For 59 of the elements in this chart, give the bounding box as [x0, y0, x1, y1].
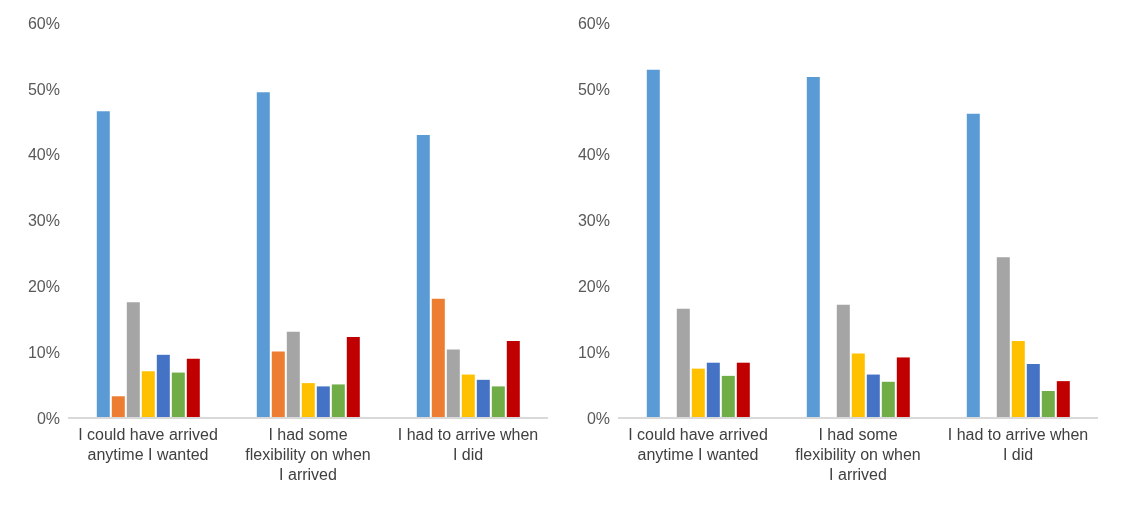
x-tick-label: I could have arrived anytime I wanted: [78, 426, 218, 463]
bar: [331, 384, 345, 418]
bar: [706, 362, 720, 418]
y-tick-label: 10%: [577, 343, 610, 361]
bar: [346, 337, 360, 418]
bar: [1056, 381, 1070, 418]
bar: [416, 134, 430, 418]
bar: [461, 374, 475, 418]
bar: [646, 69, 660, 418]
bar: [996, 257, 1010, 418]
bar: [1011, 340, 1025, 418]
bar: [96, 111, 110, 418]
bar: [141, 371, 155, 418]
bar: [476, 379, 490, 418]
bar: [1026, 364, 1040, 418]
x-tick-label: I had some flexibility on when I arrived: [795, 426, 921, 483]
bar: [966, 113, 980, 418]
bar: [836, 304, 850, 418]
y-tick-label: 0%: [586, 409, 610, 427]
bar: [171, 372, 185, 418]
bar: [851, 353, 865, 418]
y-tick-label: 20%: [577, 278, 610, 296]
bar: [806, 76, 820, 418]
bar: [286, 331, 300, 418]
y-tick-label: 40%: [577, 146, 610, 164]
bar: [186, 358, 200, 418]
bar: [866, 374, 880, 418]
bar: [881, 381, 895, 418]
y-tick-label: 10%: [27, 343, 60, 361]
x-tick-label: I could have arrived anytime I wanted: [628, 426, 768, 463]
y-tick-label: 30%: [577, 212, 610, 230]
bar: [256, 92, 270, 418]
y-tick-label: 50%: [577, 80, 610, 98]
y-tick-label: 0%: [36, 409, 60, 427]
bar: [316, 386, 330, 418]
y-tick-label: 30%: [27, 212, 60, 230]
bar: [446, 349, 460, 418]
bar: [691, 368, 705, 418]
bar: [896, 357, 910, 418]
y-tick-label: 20%: [27, 278, 60, 296]
bar: [721, 375, 735, 418]
y-tick-label: 40%: [27, 146, 60, 164]
x-tick-label: I had to arrive when I did: [397, 426, 539, 463]
bar: [271, 351, 285, 418]
bar: [301, 383, 315, 418]
x-tick-label: I had to arrive when I did: [947, 426, 1089, 463]
bar: [126, 302, 140, 418]
bar: [111, 396, 125, 418]
y-tick-label: 60%: [27, 14, 60, 32]
y-tick-label: 60%: [577, 14, 610, 32]
bar: [431, 298, 445, 418]
bar: [506, 340, 520, 418]
y-tick-label: 50%: [27, 80, 60, 98]
bar: [676, 308, 690, 418]
bar: [736, 362, 750, 418]
bar: [491, 386, 505, 418]
bar: [1041, 391, 1055, 418]
x-tick-label: I had some flexibility on when I arrived: [245, 426, 371, 483]
bar: [156, 354, 170, 418]
